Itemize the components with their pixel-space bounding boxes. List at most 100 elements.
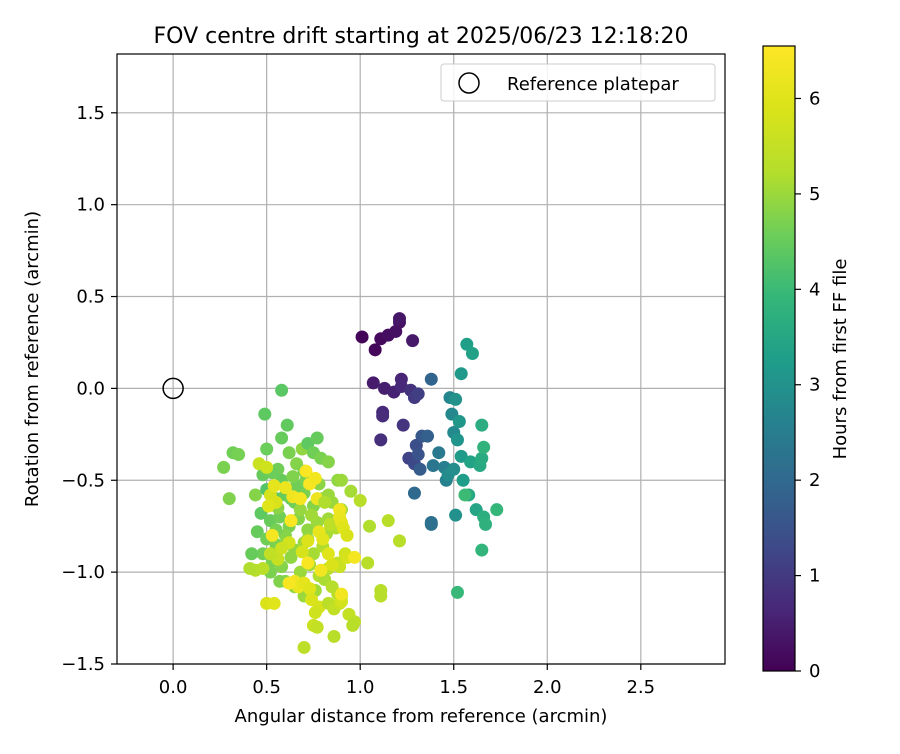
data-point xyxy=(477,440,491,454)
chart-title: FOV centre drift starting at 2025/06/23 … xyxy=(154,24,689,49)
colorbar-tick-label: 3 xyxy=(809,375,820,396)
data-point xyxy=(267,596,281,610)
colorbar xyxy=(762,45,796,672)
data-point xyxy=(424,517,438,531)
data-point xyxy=(450,433,464,447)
data-point xyxy=(479,517,493,531)
data-point xyxy=(232,448,246,462)
data-point xyxy=(275,383,289,397)
data-point xyxy=(407,486,421,500)
data-point xyxy=(327,629,341,643)
data-point xyxy=(334,473,348,487)
data-point xyxy=(282,576,296,590)
grid-lines-x xyxy=(172,54,642,664)
x-tick-label: 2.0 xyxy=(533,677,562,698)
data-point xyxy=(260,442,274,456)
colorbar-tick-label: 1 xyxy=(809,566,820,587)
data-point xyxy=(310,431,324,445)
data-point xyxy=(421,429,435,443)
data-point xyxy=(452,414,466,428)
y-tick-label: −1.5 xyxy=(61,654,105,675)
data-point xyxy=(366,376,380,390)
x-tick-label: 2.5 xyxy=(626,677,655,698)
x-tick-label: 1.0 xyxy=(346,677,375,698)
data-point xyxy=(447,462,461,476)
x-axis-label: Angular distance from reference (arcmin) xyxy=(235,706,608,727)
data-point xyxy=(305,508,319,522)
y-axis-label: Rotation from reference (arcmin) xyxy=(22,211,43,507)
data-point xyxy=(280,418,294,432)
colorbar-tick-label: 0 xyxy=(809,661,820,682)
data-point xyxy=(348,550,362,564)
data-point xyxy=(454,449,468,463)
data-point xyxy=(278,481,292,495)
data-point xyxy=(323,517,337,531)
data-point xyxy=(262,499,276,513)
data-point xyxy=(217,460,231,474)
data-point xyxy=(454,367,468,381)
x-tick-label: 0.5 xyxy=(252,677,281,698)
y-tick-label: 0.0 xyxy=(76,378,105,399)
data-point xyxy=(413,462,427,476)
data-point xyxy=(316,532,330,546)
colorbar-label: Hours from first FF file xyxy=(830,259,851,460)
colorbar-tick-label: 5 xyxy=(809,184,820,205)
data-point xyxy=(361,556,375,570)
legend-box xyxy=(440,63,716,102)
y-tick-label: 1.0 xyxy=(76,195,105,216)
data-point xyxy=(250,525,264,539)
data-point xyxy=(475,418,489,432)
data-point xyxy=(465,346,479,360)
x-tick-label: 1.5 xyxy=(439,677,468,698)
data-point xyxy=(258,407,272,421)
data-point xyxy=(374,589,388,603)
data-point xyxy=(449,508,463,522)
data-point xyxy=(243,561,257,575)
data-point xyxy=(449,392,463,406)
y-tick-label: 0.5 xyxy=(76,287,105,308)
data-point xyxy=(392,534,406,548)
data-point xyxy=(363,519,377,533)
data-point xyxy=(286,470,300,484)
data-point xyxy=(346,618,360,632)
legend-label: Reference platepar xyxy=(507,74,679,95)
data-point xyxy=(297,640,311,654)
data-point xyxy=(301,556,315,570)
data-point xyxy=(424,372,438,386)
reference-point xyxy=(162,377,184,400)
data-point xyxy=(353,493,367,507)
data-point xyxy=(308,606,322,620)
data-point xyxy=(490,503,504,517)
data-point xyxy=(392,312,406,326)
colorbar-ticks: 0 1 2 3 4 5 6 xyxy=(795,88,820,682)
data-point xyxy=(396,418,410,432)
data-point xyxy=(299,464,313,478)
y-tick-label: −1.0 xyxy=(61,562,105,583)
data-point xyxy=(374,433,388,447)
data-point xyxy=(321,547,335,561)
data-point xyxy=(248,488,262,502)
data-point xyxy=(275,541,289,555)
colorbar-tick-label: 4 xyxy=(809,279,820,300)
data-point xyxy=(318,495,332,509)
data-point xyxy=(301,534,315,548)
data-point xyxy=(267,479,281,493)
data-point xyxy=(222,492,236,506)
data-point xyxy=(310,620,324,634)
data-point xyxy=(245,547,259,561)
data-point xyxy=(368,343,382,357)
data-point xyxy=(406,334,420,348)
data-point xyxy=(426,459,440,473)
data-point xyxy=(282,446,296,460)
data-point xyxy=(325,558,339,572)
legend-marker xyxy=(458,72,480,94)
data-point xyxy=(263,547,277,561)
data-point xyxy=(340,528,354,542)
data-point xyxy=(475,543,489,557)
data-point xyxy=(321,455,335,469)
colorbar-tick-label: 2 xyxy=(809,470,820,491)
data-point xyxy=(314,563,328,577)
data-point xyxy=(284,514,298,528)
